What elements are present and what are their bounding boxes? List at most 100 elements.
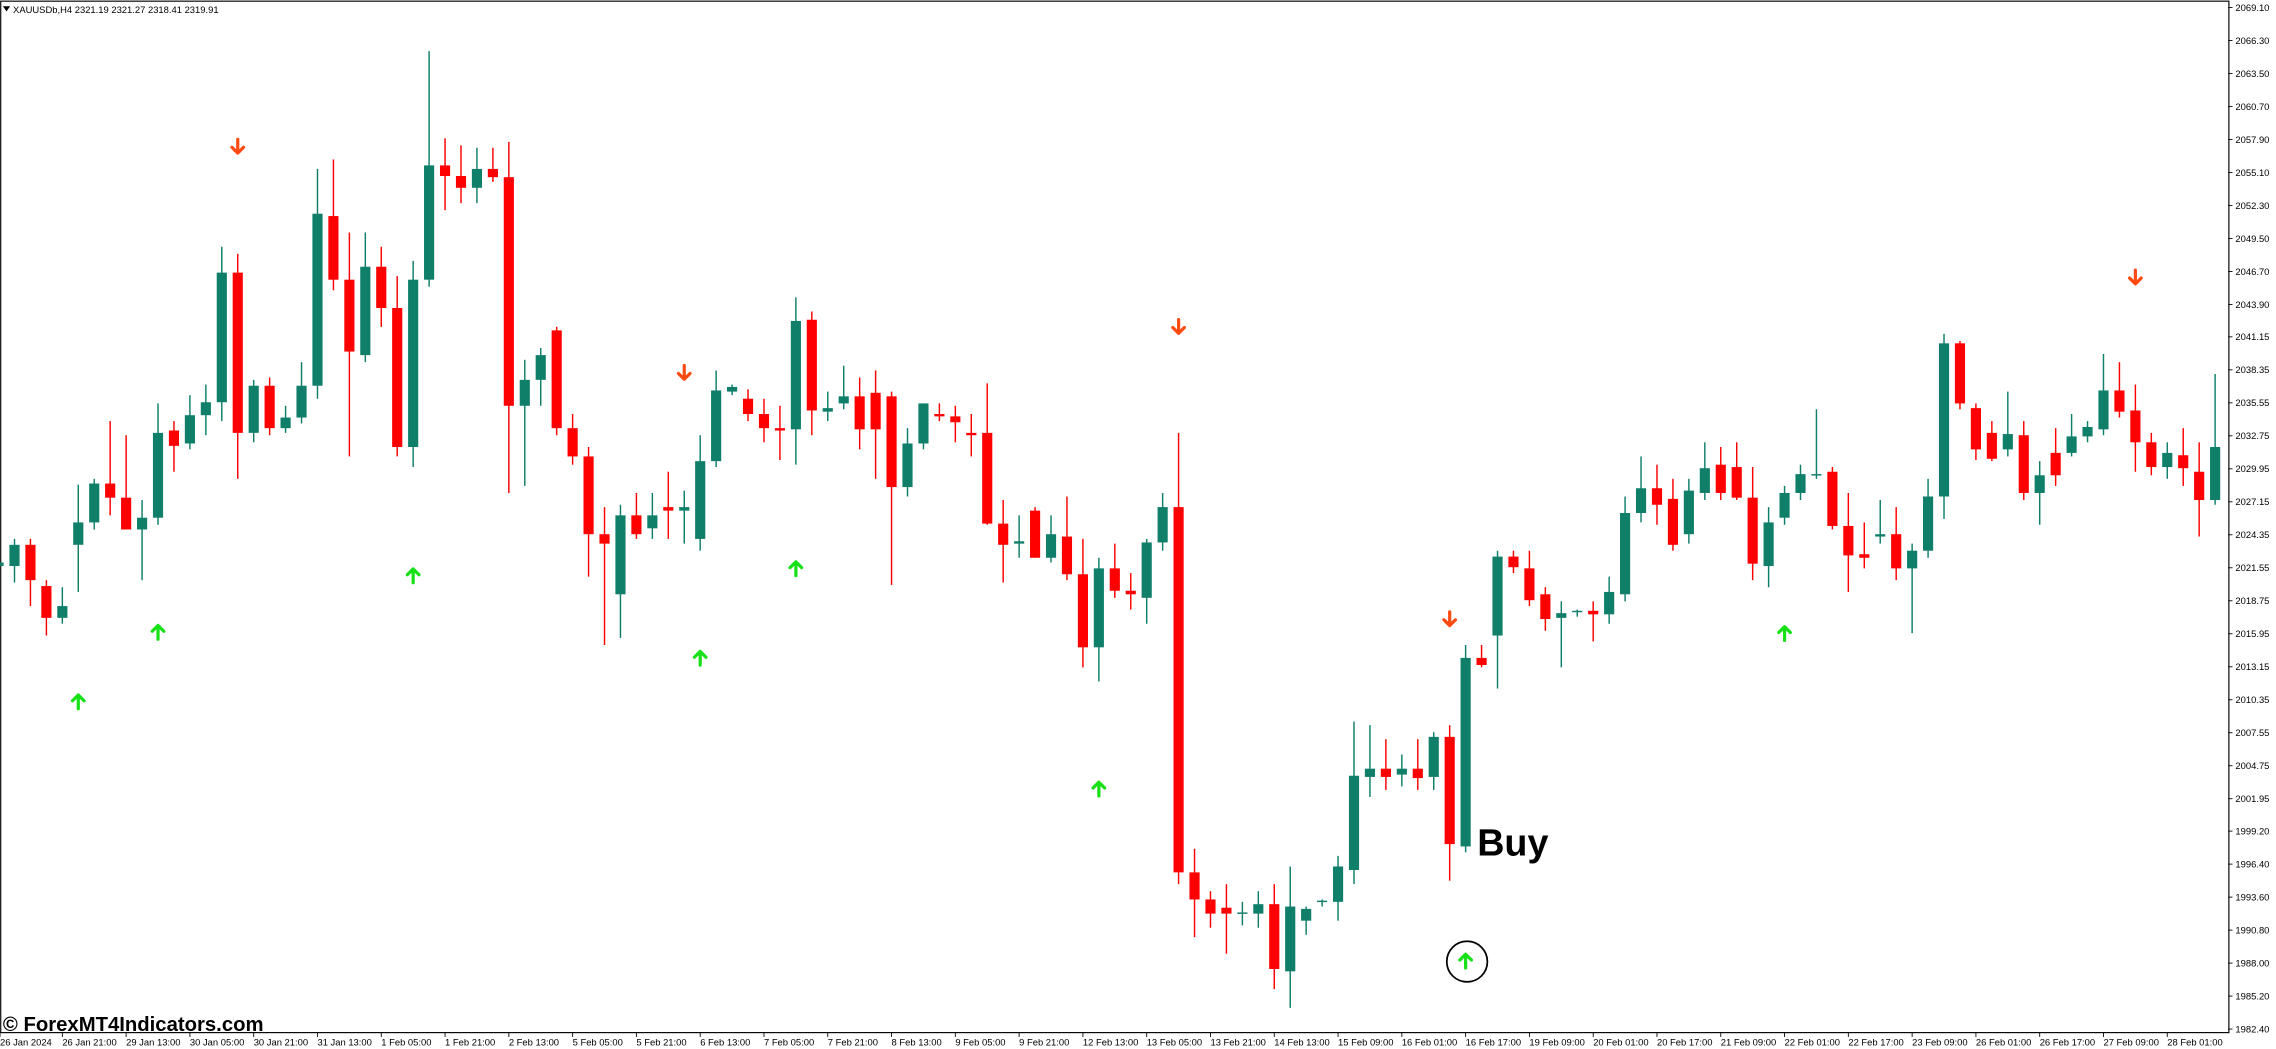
candle-body xyxy=(1859,554,1870,558)
y-tick-label: 2066.30 xyxy=(2235,35,2269,46)
candle-body xyxy=(647,515,658,529)
x-tick-label: 1 Feb 05:00 xyxy=(381,1037,431,1048)
candle-body xyxy=(2130,410,2141,443)
x-tick-label: 14 Feb 13:00 xyxy=(1274,1037,1329,1048)
candle-body xyxy=(2098,390,2109,430)
candle-body xyxy=(1014,541,1025,544)
candle-body xyxy=(280,417,291,429)
down-arrow xyxy=(2127,268,2143,286)
candle-body xyxy=(1715,464,1726,493)
candle-body xyxy=(1683,490,1694,535)
candle-body xyxy=(471,168,483,188)
candle-body xyxy=(854,396,865,430)
y-tick-label: 2055.10 xyxy=(2235,167,2269,178)
y-tick-label: 1982.40 xyxy=(2235,1023,2269,1034)
y-tick-label: 2035.55 xyxy=(2235,397,2269,408)
up-arrow xyxy=(150,623,166,641)
y-tick-label: 2057.90 xyxy=(2235,134,2269,145)
candle-body xyxy=(1253,904,1264,914)
candle-body xyxy=(1332,866,1344,902)
candle-body xyxy=(312,213,323,386)
y-tick-label: 2015.95 xyxy=(2235,628,2269,639)
x-tick-label: 22 Feb 17:00 xyxy=(1848,1037,1903,1048)
candle-body xyxy=(1731,467,1742,498)
candle-body xyxy=(1189,872,1200,900)
candle-body xyxy=(105,483,116,498)
candle-body xyxy=(1795,474,1806,493)
candle-body xyxy=(599,534,610,544)
up-arrow xyxy=(788,560,804,578)
candle-body xyxy=(2050,452,2061,476)
candle-body xyxy=(838,396,849,404)
y-tick-label: 2060.70 xyxy=(2235,101,2269,112)
candle-body xyxy=(439,165,451,177)
up-arrow xyxy=(405,567,421,585)
x-tick-label: 26 Feb 17:00 xyxy=(2040,1037,2095,1048)
candle-body xyxy=(1460,657,1471,847)
candle-body xyxy=(1061,536,1073,575)
candle-body xyxy=(184,415,195,444)
y-tick-label: 1996.40 xyxy=(2235,858,2269,869)
candle-body xyxy=(1667,498,1679,545)
y-tick-label: 2007.55 xyxy=(2235,727,2269,738)
candle-body xyxy=(1843,525,1854,556)
candle-body xyxy=(1093,568,1104,648)
y-tick-label: 2018.75 xyxy=(2235,595,2269,606)
candle-body xyxy=(424,165,435,280)
candle-body xyxy=(1444,736,1455,845)
x-tick-label: 16 Feb 01:00 xyxy=(1402,1037,1457,1048)
candle-body xyxy=(663,507,674,511)
candle-body xyxy=(2066,436,2077,453)
up-arrow xyxy=(1091,780,1107,798)
down-arrow xyxy=(1171,317,1186,335)
menu-triangle xyxy=(2,6,11,12)
candle-body xyxy=(1508,556,1519,568)
candle-body xyxy=(918,403,929,444)
candle-body xyxy=(934,414,945,417)
x-tick-label: 7 Feb 21:00 xyxy=(828,1037,878,1048)
up-arrow xyxy=(70,693,86,711)
x-tick-label: 29 Jan 13:00 xyxy=(126,1037,180,1048)
candle-body xyxy=(1811,474,1822,476)
candle-body xyxy=(1524,568,1535,601)
x-tick-label: 8 Feb 13:00 xyxy=(892,1037,942,1048)
candle-body xyxy=(1827,471,1838,526)
candle-body xyxy=(519,379,530,406)
candle-body xyxy=(2018,435,2029,493)
candle-body xyxy=(168,430,180,446)
candle-body xyxy=(1651,488,1663,505)
y-tick-label: 2038.35 xyxy=(2235,364,2269,375)
y-tick-label: 2021.55 xyxy=(2235,562,2269,573)
candle-body xyxy=(1205,899,1216,914)
candle-body xyxy=(1476,657,1487,665)
candle-body xyxy=(2002,434,2013,450)
y-tick-label: 2004.75 xyxy=(2235,760,2269,771)
candle-body xyxy=(1157,507,1168,543)
x-tick-label: 26 Jan 2024 xyxy=(0,1037,52,1048)
y-tick-label: 2032.75 xyxy=(2235,430,2269,441)
candle-body xyxy=(982,432,993,524)
candle-body xyxy=(1348,775,1360,871)
candle-body xyxy=(1907,550,1918,569)
x-tick-label: 1 Feb 21:00 xyxy=(445,1037,495,1048)
candle-body xyxy=(1492,556,1503,636)
candle-body xyxy=(57,606,68,618)
x-tick-label: 26 Feb 01:00 xyxy=(1976,1037,2031,1048)
candle-body xyxy=(1635,488,1647,513)
x-tick-label: 13 Feb 05:00 xyxy=(1147,1037,1202,1048)
candle-body xyxy=(2034,475,2045,493)
candle-body xyxy=(679,507,690,511)
candle-body xyxy=(25,544,36,581)
candle-body xyxy=(535,355,546,380)
x-tick-label: 9 Feb 21:00 xyxy=(1019,1037,1069,1048)
candle-body xyxy=(1109,568,1120,591)
y-tick-label: 2052.30 xyxy=(2235,200,2269,211)
x-tick-label: 15 Feb 09:00 xyxy=(1338,1037,1393,1048)
candle-body xyxy=(1380,768,1391,777)
candle-body xyxy=(1699,468,1710,493)
y-tick-label: 2043.90 xyxy=(2235,299,2269,310)
candle-body xyxy=(1029,510,1041,558)
candle-body xyxy=(2162,452,2173,468)
candle-body xyxy=(296,385,307,418)
y-tick-label: 1993.60 xyxy=(2235,891,2269,902)
